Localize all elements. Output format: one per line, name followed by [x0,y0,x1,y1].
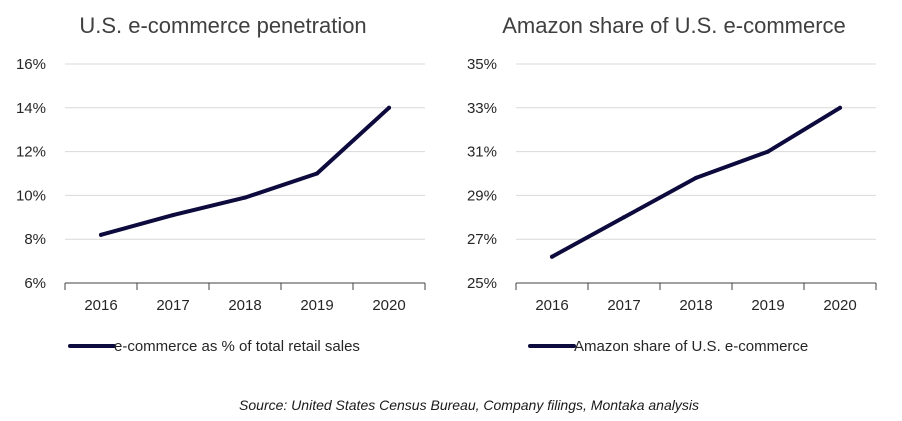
x-tick-label: 2016 [535,297,568,314]
y-tick-label: 35% [467,56,497,73]
y-tick-label: 29% [467,187,497,204]
data-point [243,195,247,200]
y-tick-label: 27% [467,231,497,248]
y-tick-label: 8% [24,231,46,248]
x-tick-label: 2016 [84,297,117,314]
y-tick-label: 16% [16,56,46,73]
y-tick-label: 10% [16,187,46,204]
data-point [387,105,391,110]
x-tick-label: 2017 [607,297,640,314]
legend-label: Amazon share of U.S. e-commerce [574,338,808,355]
chart-ecommerce-penetration: U.S. e-commerce penetration 6% 8% 10% 12% 14… [16,13,426,355]
series-line [99,105,391,237]
x-tick-label: 2019 [751,297,784,314]
data-point [838,105,842,110]
legend-label: e-commerce as % of total retail sales [114,338,360,355]
source-note: Source: United States Census Bureau, Com… [239,397,699,413]
y-tick-label: 12% [16,144,46,161]
chart-title: U.S. e-commerce penetration [79,13,366,38]
y-tick-label: 33% [467,100,497,117]
x-tick-label: 2017 [156,297,189,314]
chart-amazon-share: Amazon share of U.S. e-commerce 25% 27% 29… [467,13,877,355]
x-tick-label: 2018 [228,297,261,314]
y-tick-label: 31% [467,144,497,161]
data-point [171,213,175,218]
series-line [550,105,842,259]
x-tick-label: 2020 [372,297,405,314]
data-point [315,171,319,176]
chart-title: Amazon share of U.S. e-commerce [502,13,846,38]
data-point [622,215,626,220]
y-tick-label: 25% [467,275,497,292]
y-tick-label: 6% [24,275,46,292]
data-point [550,254,554,259]
data-point [694,175,698,180]
x-tick-label: 2019 [300,297,333,314]
x-tick-label: 2020 [823,297,856,314]
y-tick-label: 14% [16,100,46,117]
data-point [99,232,103,237]
x-tick-label: 2018 [679,297,712,314]
data-point [766,149,770,154]
